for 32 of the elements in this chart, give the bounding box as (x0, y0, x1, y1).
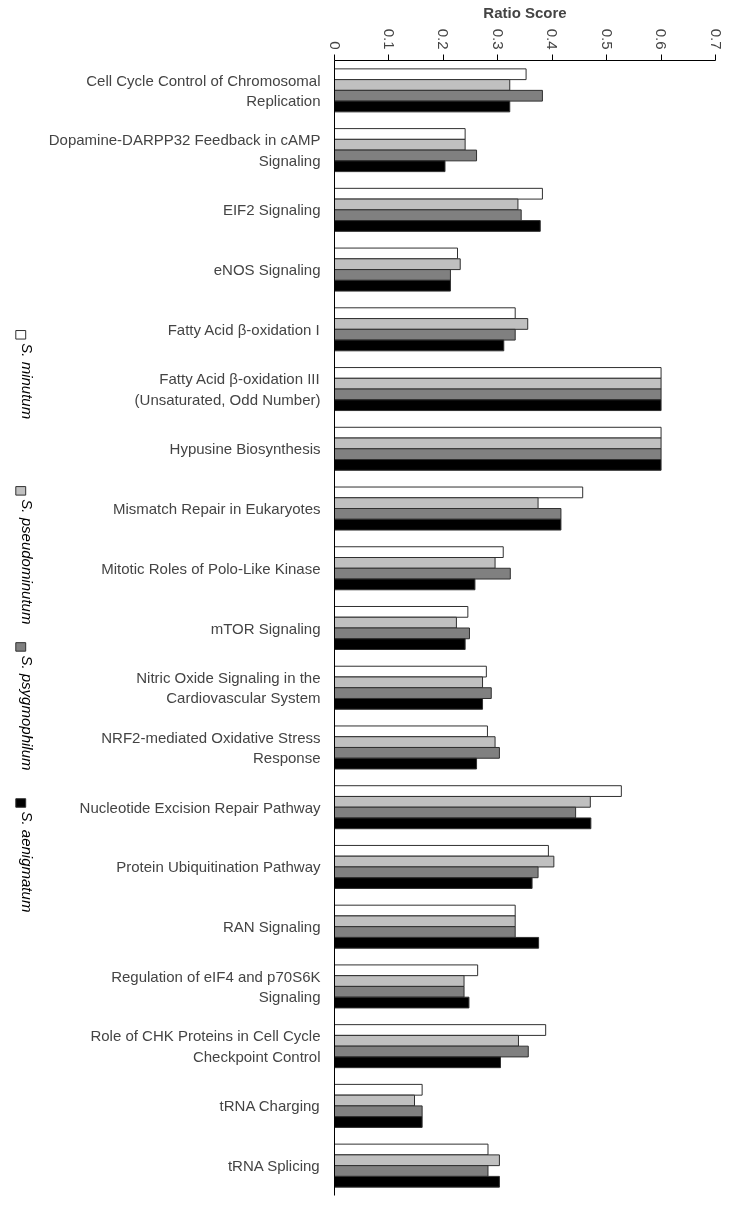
y-tick-label: Regulation of eIF4 and p70S6K Signaling (111, 967, 321, 1006)
y-tick-label: Fatty Acid β-oxidation I (167, 320, 320, 338)
x-tick-label: 0.1 (380, 28, 398, 50)
y-tick-label: NRF2-mediated Oxidative Stress Response (101, 728, 321, 767)
y-tick-label: Mismatch Repair in Eukaryotes (112, 500, 321, 518)
y-tick-label: Fatty Acid β-oxidation III (Unsaturated, Odd Number) (134, 370, 321, 408)
legend-label: S. psygmophilum (19, 655, 36, 771)
y-tick-label: Protein Ubiquitination Pathway (116, 858, 321, 876)
x-tick-label: 0.7 (707, 28, 725, 50)
y-tick-label: mTOR Signaling (210, 619, 321, 637)
x-tick-label: 0 (326, 41, 344, 50)
x-tick-label: 0.3 (489, 28, 507, 50)
y-tick-label: Role of CHK Proteins in Cell Cycle Checkpoint Control (90, 1027, 321, 1065)
legend-label: S. pseudominutum (19, 499, 36, 625)
x-tick-label: 0.6 (653, 28, 671, 50)
x-tick-label: 0.4 (544, 28, 562, 50)
y-tick-label: Nitric Oxide Signaling in the Cardiovascular System (136, 669, 321, 707)
legend-label: S. aenigmatum (19, 811, 36, 913)
y-tick-label: EIF2 Signaling (222, 201, 321, 219)
legend-label: S. minutum (19, 343, 36, 420)
y-tick-label: Cell Cycle Control of Chromosomal Replication (86, 71, 321, 110)
y-tick-label: Hypusine Biosynthesis (169, 440, 321, 458)
y-tick-label: tRNA Charging (219, 1097, 320, 1115)
y-tick-label: Dopamine-DARPP32 Feedback in cAMP Signaling (48, 131, 321, 169)
x-tick-label: 0.2 (435, 28, 453, 50)
y-tick-label: eNOS Signaling (213, 261, 321, 279)
y-tick-label: Nucleotide Excision Repair Pathway (79, 798, 321, 816)
y-tick-label: RAN Signaling (222, 918, 321, 936)
x-axis-title: Ratio Score (483, 3, 567, 21)
y-tick-label: Mitotic Roles of Polo-Like Kinase (101, 559, 321, 577)
y-tick-label: tRNA Splicing (227, 1157, 320, 1175)
x-tick-label: 0.5 (598, 28, 616, 50)
